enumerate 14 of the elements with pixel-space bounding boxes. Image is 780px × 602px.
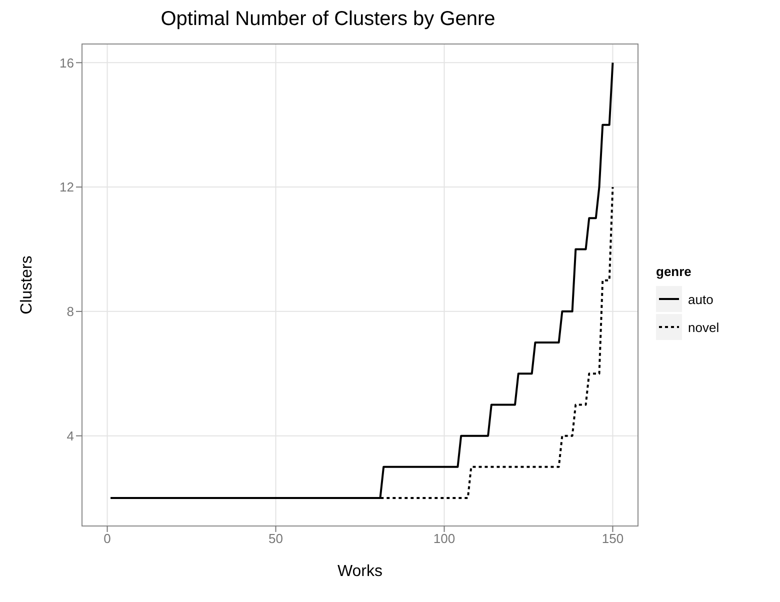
x-tick-label: 100 xyxy=(433,531,456,546)
x-tick-label: 150 xyxy=(602,531,624,546)
x-tick-label: 50 xyxy=(268,531,283,546)
y-tick-label: 8 xyxy=(66,304,74,320)
x-axis-title: Works xyxy=(337,563,383,580)
y-tick-label: 4 xyxy=(66,428,74,444)
chart-title: Optimal Number of Clusters by Genre xyxy=(160,8,496,32)
legend-label: auto xyxy=(688,292,714,306)
y-axis-title: Clusters xyxy=(18,256,36,314)
legend-label: novel xyxy=(688,320,720,334)
legend-title: genre xyxy=(656,264,692,279)
y-tick-label: 16 xyxy=(60,55,74,70)
y-tick-label: 12 xyxy=(60,180,74,195)
x-tick-label: 0 xyxy=(104,531,111,546)
